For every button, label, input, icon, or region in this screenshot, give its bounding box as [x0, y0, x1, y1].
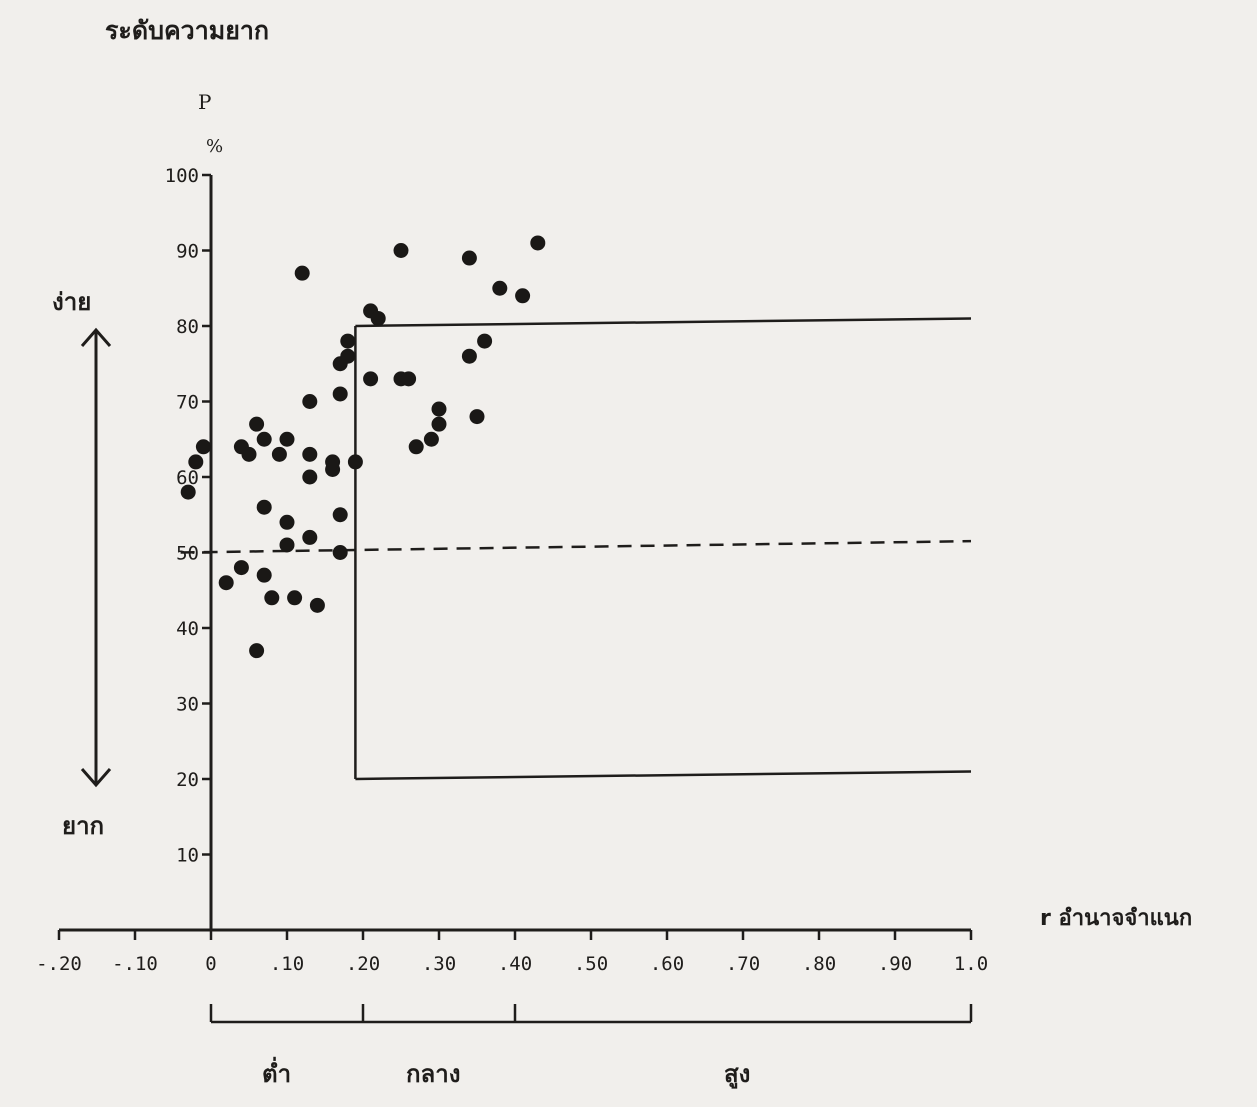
x-tick-label: .50 [574, 953, 608, 975]
data-point [332, 507, 348, 523]
hard-label: ยาก [62, 812, 105, 840]
data-point [195, 439, 211, 455]
y-tick-label: 40 [176, 618, 199, 640]
data-point [218, 575, 234, 591]
data-point [431, 401, 447, 417]
data-point [287, 590, 303, 606]
data-point [408, 439, 424, 455]
arrow-up-head [80, 327, 112, 347]
difficulty-arrow-icon [80, 327, 112, 788]
reference-lines [180, 317, 972, 781]
x-tick-label: -.20 [36, 953, 82, 975]
data-point [279, 431, 295, 447]
y-tick-label: 60 [176, 467, 199, 489]
data-point [530, 235, 546, 251]
easy-label: ง่าย [52, 288, 92, 316]
data-point [180, 484, 196, 500]
data-point [309, 597, 325, 613]
data-point [256, 499, 272, 515]
y-tick-label: 70 [176, 392, 199, 414]
data-point [515, 288, 531, 304]
data-point [302, 469, 318, 485]
y-axis-percent-label: % [206, 136, 224, 157]
data-point [423, 431, 439, 447]
data-points [180, 235, 546, 659]
data-point [271, 446, 287, 462]
arrow-down-head [80, 768, 112, 788]
data-point [256, 567, 272, 583]
x-tick-label: .60 [650, 953, 684, 975]
data-point [469, 409, 485, 425]
data-point [461, 348, 477, 364]
y-tick-label: 10 [176, 845, 199, 867]
data-point [340, 333, 356, 349]
reference-line-dashed [180, 539, 972, 554]
reference-line-solid [355, 770, 972, 781]
band-label-mid: กลาง [406, 1060, 461, 1088]
y-axis-p-label: P [198, 90, 212, 114]
data-point [332, 386, 348, 402]
data-point [461, 250, 477, 266]
data-point [233, 560, 249, 576]
x-tick-label: .90 [878, 953, 912, 975]
y-tick-label: 30 [176, 694, 199, 716]
x-tick-label: 1.0 [954, 953, 988, 975]
data-point [370, 310, 386, 326]
data-point [340, 348, 356, 364]
data-point [256, 431, 272, 447]
data-point [332, 545, 348, 560]
data-point [294, 265, 310, 281]
data-point [279, 514, 295, 530]
data-point [363, 371, 379, 387]
data-point [249, 416, 265, 432]
axes: -.20 -.10 0 .10 .20 .30 .40 .50 .60 .70 .80 .90 1.0 1… [36, 165, 988, 975]
x-tick-label: .10 [270, 953, 304, 975]
x-tick-label: .20 [346, 953, 380, 975]
band-bracket [209, 1004, 973, 1024]
data-point [302, 394, 318, 409]
data-point [393, 243, 409, 258]
data-point [492, 280, 508, 296]
data-point [431, 416, 447, 432]
x-tick-label: -.10 [112, 953, 158, 975]
band-label-low: ต่ำ [262, 1060, 292, 1088]
x-tick-label: 0 [205, 953, 216, 975]
data-point [279, 537, 295, 553]
y-tick-label: 90 [176, 241, 199, 263]
data-point [302, 446, 318, 462]
data-point [347, 454, 363, 470]
data-point [188, 454, 204, 470]
x-axis-label: r อำนาจจำแนก [1040, 906, 1193, 931]
chart-title: ระดับความยาก [105, 16, 270, 45]
y-tick-label: 80 [176, 316, 199, 338]
x-tick-label: .30 [422, 953, 456, 975]
data-point [249, 643, 265, 659]
data-point [325, 454, 341, 470]
x-tick-label: .70 [726, 953, 760, 975]
y-tick-label: 100 [165, 165, 199, 187]
data-point [477, 333, 493, 349]
x-tick-label: .80 [802, 953, 836, 975]
data-point [401, 371, 417, 387]
x-tick-label: .40 [498, 953, 532, 975]
y-tick-label: 20 [176, 769, 199, 791]
data-point [241, 446, 257, 462]
reference-line-solid [355, 317, 972, 328]
data-point [302, 529, 318, 545]
data-point [264, 590, 280, 606]
band-label-high: สูง [724, 1060, 751, 1088]
